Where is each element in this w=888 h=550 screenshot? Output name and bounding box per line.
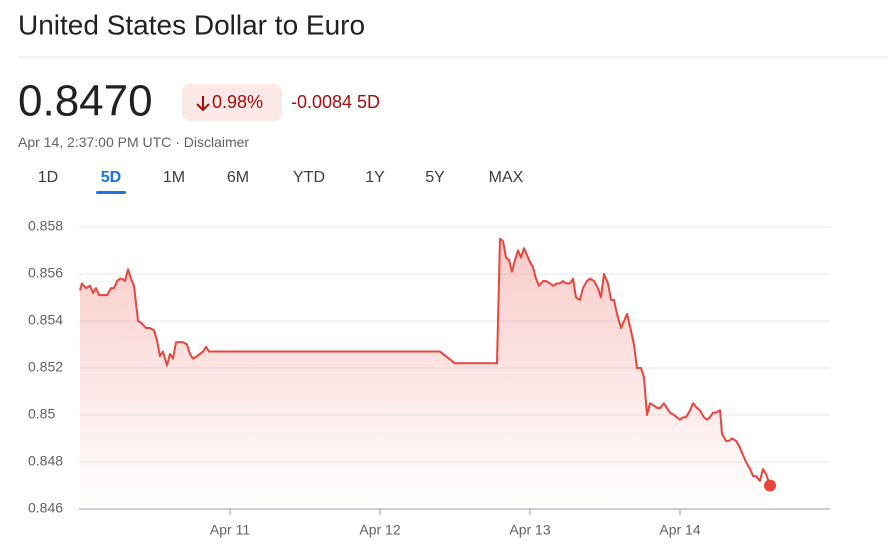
- change-badge: [182, 84, 282, 121]
- last-price-dot: [764, 479, 776, 492]
- x-tick-label: Apr 11: [210, 522, 250, 538]
- range-tab[interactable]: 5Y: [425, 169, 445, 186]
- change-percent: 0.98%: [212, 92, 263, 112]
- range-tab[interactable]: MAX: [489, 169, 524, 186]
- separator-dot: ·: [175, 134, 180, 150]
- x-tick-label: Apr 12: [359, 522, 400, 538]
- x-tick-label: Apr 14: [659, 522, 700, 538]
- range-tab[interactable]: 1Y: [365, 169, 385, 186]
- y-tick-label: 0.848: [28, 453, 63, 469]
- y-tick-label: 0.85: [28, 406, 55, 422]
- y-tick-label: 0.858: [28, 218, 63, 234]
- title: United States Dollar to Euro: [18, 9, 365, 40]
- range-tab[interactable]: 6M: [227, 169, 249, 186]
- down-arrow-icon: [196, 96, 210, 112]
- area-fill: [80, 238, 770, 509]
- selected-tab-underline: [96, 191, 126, 194]
- timestamp-line: Apr 14, 2:37:00 PM UTC · Disclaimer: [18, 134, 249, 150]
- y-tick-label: 0.846: [28, 500, 63, 516]
- change-value: -0.0084 5D: [291, 92, 380, 112]
- y-tick-label: 0.854: [28, 312, 63, 328]
- range-tab[interactable]: 1M: [163, 169, 185, 186]
- range-tab[interactable]: 1D: [38, 169, 58, 186]
- range-tabs: 1D 5D 1M 6M YTD 1Y 5Y MAX: [38, 169, 524, 194]
- range-tab[interactable]: YTD: [293, 169, 325, 186]
- price: 0.8470: [18, 77, 153, 126]
- range-tab[interactable]: 5D: [101, 169, 121, 186]
- y-tick-label: 0.856: [28, 265, 63, 281]
- chart: 0.846 0.848 0.85 0.852 0.854 0.856 0.858 Apr 11…: [28, 218, 830, 538]
- disclaimer-link[interactable]: Disclaimer: [184, 134, 250, 150]
- y-tick-label: 0.852: [28, 359, 63, 375]
- price-line: [79, 237, 771, 486]
- x-tick-label: Apr 13: [509, 522, 550, 538]
- timestamp: Apr 14, 2:37:00 PM UTC: [18, 134, 171, 150]
